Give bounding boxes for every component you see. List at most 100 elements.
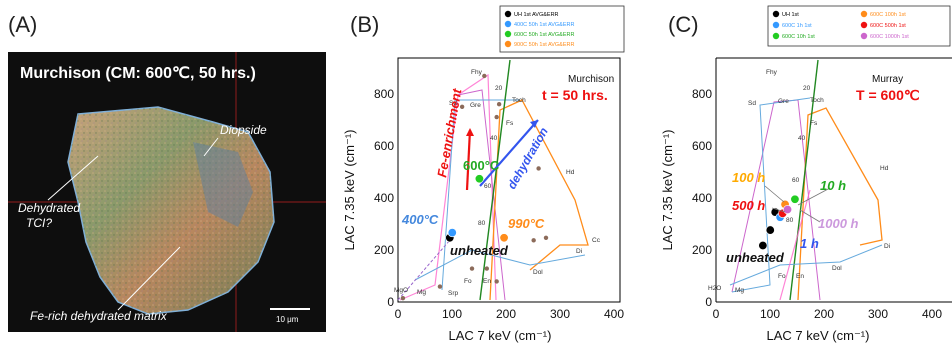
legend-marker-uh — [504, 10, 512, 18]
time-1000h-label: 1000 h — [818, 216, 859, 231]
fe-enrichment-label: Fe-enrichment — [434, 87, 464, 178]
reference-lines-b — [397, 59, 589, 301]
legend-item-900c: 900C 50h 1st AVG&ERR — [514, 42, 574, 48]
x-tick-c-0: 0 — [713, 307, 720, 321]
x-tick-c-100: 100 — [760, 307, 780, 321]
mineral-label-80: 80 — [478, 220, 486, 227]
legend-item-uh: UH 1st AVG&ERR — [514, 12, 559, 18]
x-tick-b-300: 300 — [550, 307, 570, 321]
data-points-c — [758, 194, 800, 250]
legend-item-c-100h: 600C 100h 1st — [870, 12, 906, 18]
mineral-label-20: 20 — [495, 85, 503, 92]
fe-enrichment-arrow — [465, 129, 472, 191]
reference-point-fo — [469, 266, 475, 271]
reference-lines-c — [729, 59, 883, 301]
legend-marker-c-500h — [860, 21, 868, 29]
legend-marker-600c — [504, 30, 512, 38]
legend-marker-400c — [504, 20, 512, 28]
reference-point-di — [531, 238, 536, 243]
y-tick-c-600: 600 — [692, 139, 712, 153]
condition-b: t = 50 hrs. — [542, 87, 608, 103]
series-b-point-2-0 — [474, 174, 484, 184]
x-tick-b-100: 100 — [442, 307, 462, 321]
reference-point-fhy — [482, 73, 487, 79]
x-axis-label-c: LAC 7 keV (cm⁻¹) — [767, 328, 870, 343]
legend-b: UH 1st AVG&ERR 400C 50h 1st AVG&ERR 600C… — [499, 5, 625, 53]
label-dehydrated-tci-line1: Dehydrated — [18, 201, 80, 215]
time-100h-label: 100 h — [732, 170, 765, 185]
temp-990-label: 990°C — [508, 216, 545, 231]
y-tick-b-600: 600 — [374, 139, 394, 153]
micrograph-title: Murchison (CM: 600℃, 50 hrs.) — [20, 65, 256, 82]
dehydration-label: dehydration — [504, 125, 550, 191]
scatter-plot-c: UH 1st 600C 1h 1st 600C 10h 1st 600C 100… — [660, 5, 952, 343]
y-tick-c-800: 800 — [692, 87, 712, 101]
x-tick-b-200: 200 — [496, 307, 516, 321]
sample-name-c: Murray — [872, 74, 903, 85]
panel-b-label: (B) — [350, 12, 380, 37]
reference-point-toch — [496, 102, 502, 107]
mineral-label-c-20: 20 — [803, 85, 811, 92]
mineral-label-c-hd: Hd — [880, 165, 889, 172]
mineral-label-cc: Cc — [592, 237, 601, 244]
reference-point-mg — [437, 284, 443, 289]
x-axis-c: 0 100 200 300 400 — [713, 307, 943, 321]
mineral-label-c-sd: Sd — [748, 100, 756, 107]
mineral-label-srp: Srp — [448, 290, 459, 297]
mineral-label-c-toch: Toch — [810, 97, 824, 104]
mineral-label-60: 60 — [484, 183, 492, 190]
mineral-label-mg: Mg — [417, 289, 426, 296]
mineral-label-sd: Sd — [449, 100, 457, 107]
reference-point-mgo — [400, 295, 406, 301]
micrograph-image: Murchison (CM: 600℃, 50 hrs.) Diopside D… — [8, 52, 326, 332]
mineral-label-c-fo: Fo — [778, 273, 786, 280]
data-points-b — [445, 174, 509, 243]
temp-400-label: 400°C — [401, 212, 439, 227]
mineral-labels-c: Fhy Toch Sd Gre Fs 20 40 60 80 Hd Di Dol… — [708, 69, 890, 294]
legend-item-c-10h: 600C 10h 1st — [782, 34, 815, 40]
mineral-label-c-gre: Gre — [778, 98, 789, 105]
mineral-label-hd: Hd — [566, 169, 575, 176]
y-axis-label-b: LAC 7.35 keV (cm⁻¹) — [342, 129, 357, 250]
panel-c-label: (C) — [668, 12, 699, 37]
legend-marker-900c — [504, 40, 512, 48]
series-b-point-1-0 — [447, 228, 457, 238]
mineral-label-mgo: MgO — [394, 287, 408, 294]
mineral-label-fhy: Fhy — [471, 69, 483, 76]
legend-marker-c-10h — [772, 32, 780, 40]
legend-item-c-500h: 600C 500h 1st — [870, 23, 906, 29]
reference-point-fs — [494, 114, 499, 120]
mineral-label-c-dol: Dol — [832, 265, 842, 272]
y-tick-b-800: 800 — [374, 87, 394, 101]
legend-item-c-uh: UH 1st — [782, 12, 799, 18]
condition-c: T = 600℃ — [856, 87, 920, 103]
legend-item-400c: 400C 50h 1st AVG&ERR — [514, 22, 574, 28]
y-tick-b-0: 0 — [387, 295, 394, 309]
mineral-label-toch: Toch — [512, 97, 526, 104]
series-b-point-3-0 — [499, 233, 509, 243]
series-c-point-5-0 — [783, 205, 793, 215]
plot-frame-b — [397, 57, 621, 303]
legend-item-600c: 600C 50h 1st AVG&ERR — [514, 32, 574, 38]
y-tick-b-200: 200 — [374, 243, 394, 257]
reference-point-dol — [494, 279, 499, 284]
series-c-point-2-0 — [790, 194, 800, 204]
x-axis-b: 0 100 200 300 400 — [395, 307, 625, 321]
mineral-label-fo: Fo — [464, 278, 472, 285]
legend-marker-c-100h — [860, 10, 868, 18]
dehydration-arrow — [479, 119, 539, 187]
temp-600-label: 600°C — [463, 158, 500, 173]
time-10h-label: 10 h — [820, 178, 846, 193]
y-tick-c-0: 0 — [705, 295, 712, 309]
time-1h-label: 1 h — [800, 236, 819, 251]
mineral-label-di: Di — [576, 248, 582, 255]
legend-item-c-1h: 600C 1h 1st — [782, 23, 812, 29]
x-tick-c-200: 200 — [814, 307, 834, 321]
mineral-label-fs: Fs — [506, 120, 514, 127]
time-500h-label: 500 h — [732, 198, 765, 213]
y-axis-label-c: LAC 7.35 keV (cm⁻¹) — [660, 129, 675, 250]
mineral-label-c-60: 60 — [792, 177, 800, 184]
reference-point-sd — [459, 104, 465, 110]
mineral-label-40: 40 — [490, 135, 498, 142]
panel-a-label: (A) — [8, 12, 38, 37]
